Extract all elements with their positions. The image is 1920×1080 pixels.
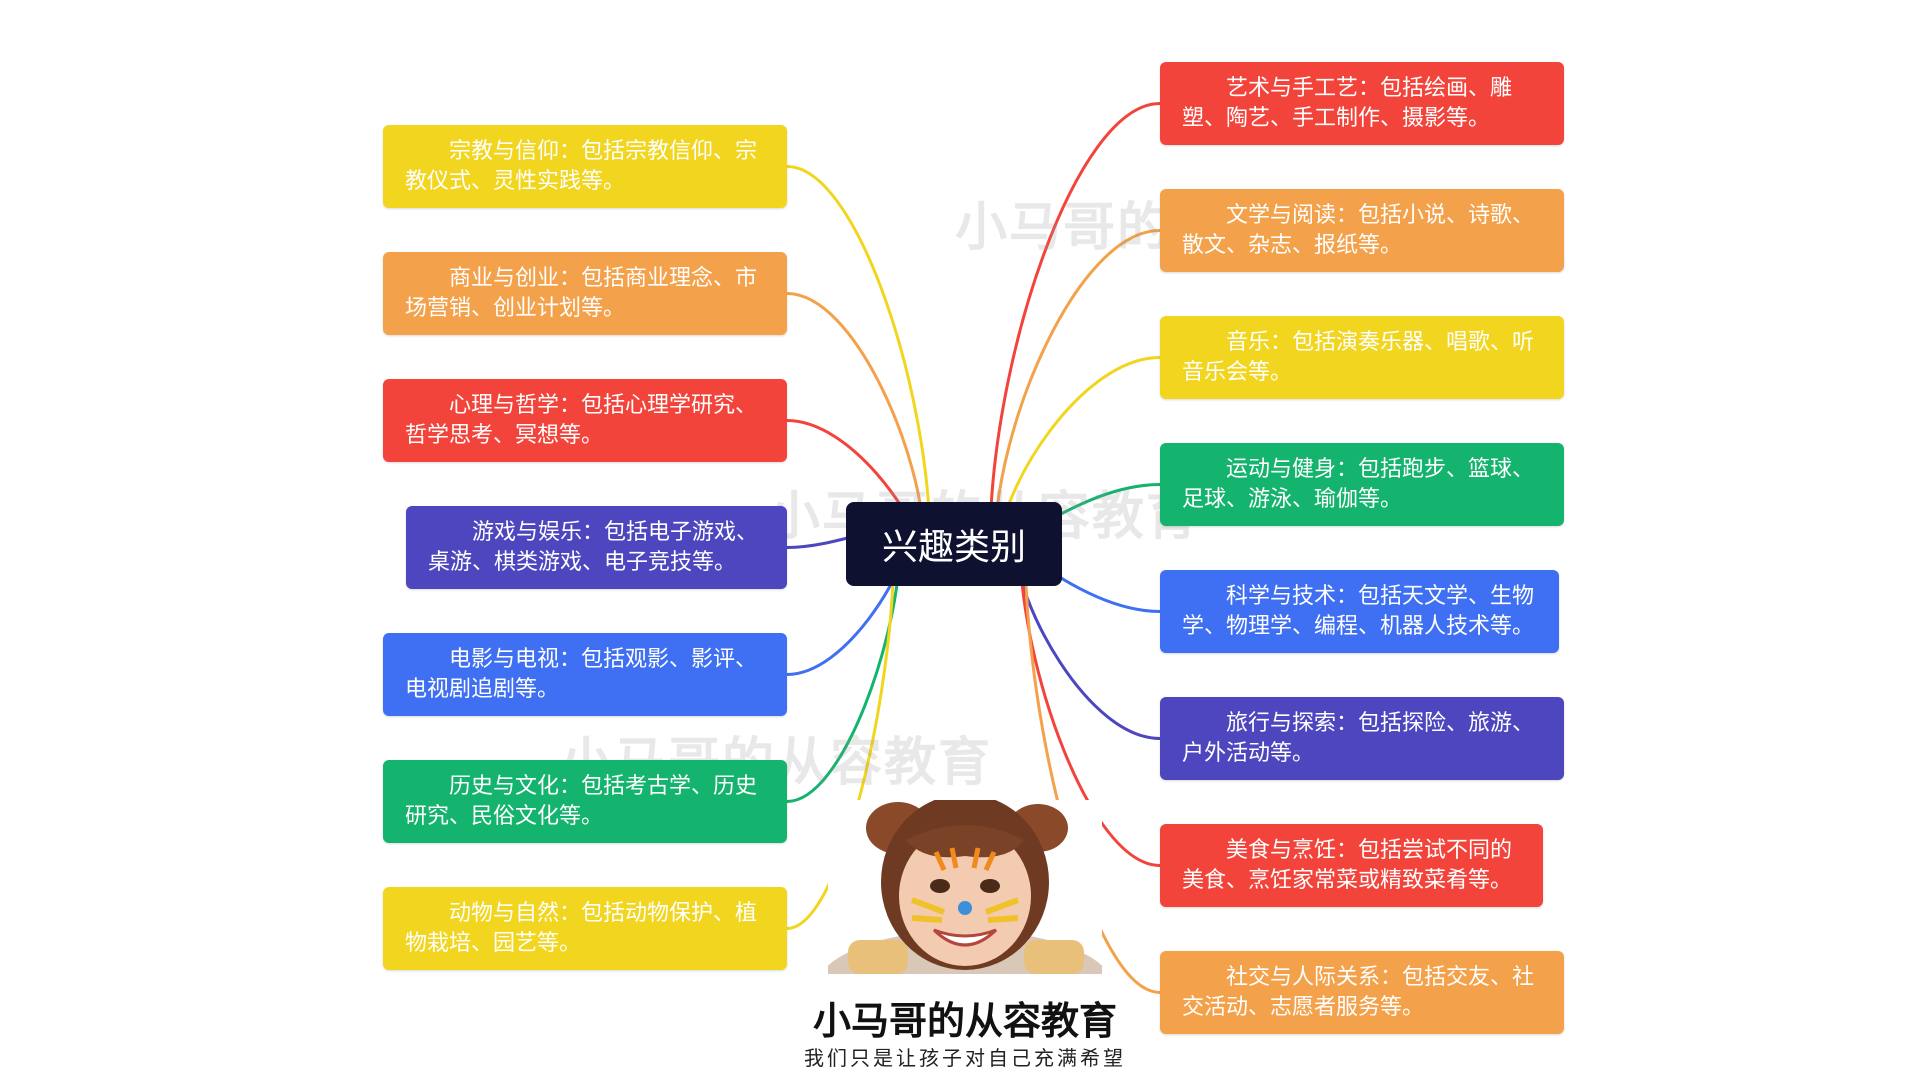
right-branch-node[interactable]: 音乐：包括演奏乐器、唱歌、听音乐会等。: [1160, 316, 1564, 399]
connector-right: [993, 229, 1161, 545]
right-branch-node[interactable]: 社交与人际关系：包括交友、社交活动、志愿者服务等。: [1160, 951, 1564, 1034]
right-branch-node[interactable]: 美食与烹饪：包括尝试不同的美食、烹饪家常菜或精致菜肴等。: [1160, 824, 1543, 907]
left-branch-node[interactable]: 宗教与信仰：包括宗教信仰、宗教仪式、灵性实践等。: [383, 125, 787, 208]
brand-title: 小马哥的从容教育: [812, 998, 1117, 1043]
left-branch-node[interactable]: 动物与自然：包括动物保护、植物栽培、园艺等。: [383, 887, 787, 970]
right-branch-node[interactable]: 艺术与手工艺：包括绘画、雕塑、陶艺、手工制作、摄影等。: [1160, 62, 1564, 145]
left-branch-node[interactable]: 商业与创业：包括商业理念、市场营销、创业计划等。: [383, 252, 787, 335]
left-branch-node[interactable]: 游戏与娱乐：包括电子游戏、桌游、棋类游戏、电子竞技等。: [406, 506, 787, 589]
brand-slogan: 我们只是让孩子对自己充满希望: [804, 1046, 1126, 1070]
right-branch-node[interactable]: 科学与技术：包括天文学、生物学、物理学、编程、机器人技术等。: [1160, 570, 1559, 653]
right-branch-node[interactable]: 文学与阅读：包括小说、诗歌、散文、杂志、报纸等。: [1160, 189, 1564, 272]
right-branch-node[interactable]: 旅行与探索：包括探险、旅游、户外活动等。: [1160, 697, 1564, 780]
left-branch-node[interactable]: 电影与电视：包括观影、影评、电视剧追剧等。: [383, 633, 787, 716]
left-branch-node[interactable]: 历史与文化：包括考古学、历史研究、民俗文化等。: [383, 760, 787, 843]
right-branch-node[interactable]: 运动与健身：包括跑步、篮球、足球、游泳、瑜伽等。: [1160, 443, 1564, 526]
connector-left: [786, 165, 932, 545]
left-branch-node[interactable]: 心理与哲学：包括心理学研究、哲学思考、冥想等。: [383, 379, 787, 462]
connector-left: [786, 543, 896, 930]
child-photo: [828, 800, 1102, 974]
connector-right: [988, 102, 1161, 545]
central-topic[interactable]: 兴趣类别: [846, 502, 1062, 586]
connector-right: [1018, 543, 1161, 867]
